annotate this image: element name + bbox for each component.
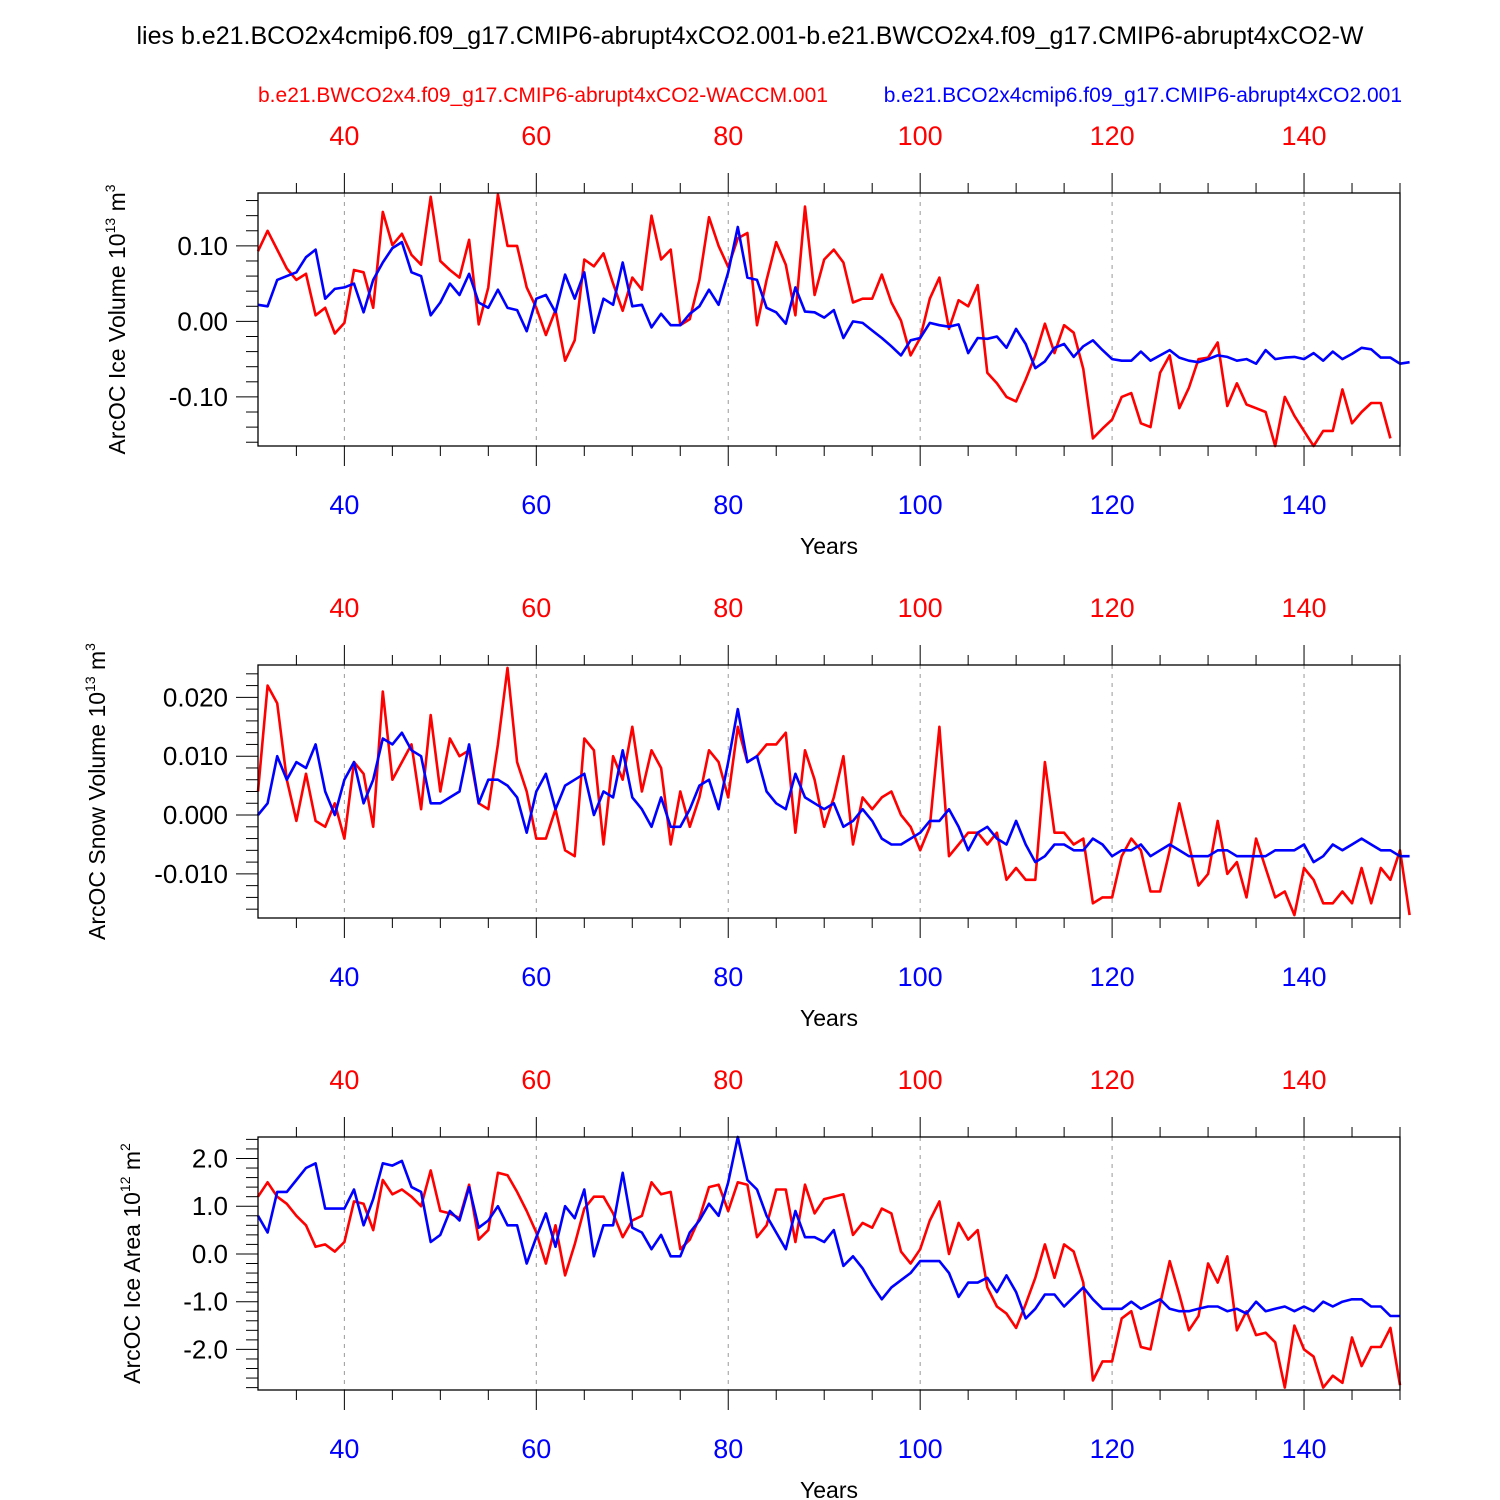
x-tick-label-top: 140 bbox=[1282, 1065, 1327, 1095]
series-line bbox=[256, 193, 1392, 448]
y-tick-label: -0.10 bbox=[169, 382, 228, 412]
series-line bbox=[257, 225, 1410, 370]
ice-volume-panel: -0.10 0.00 0.10 40 40 60 60 80 80 100 100 120 120 140… bbox=[102, 121, 1410, 559]
series-line bbox=[256, 1169, 1402, 1389]
x-tick-label-bottom: 120 bbox=[1090, 962, 1135, 992]
x-tick-label-top: 40 bbox=[329, 1065, 359, 1095]
x-tick-label-top: 140 bbox=[1282, 593, 1327, 623]
snow-volume-panel: -0.010 0.000 0.010 0.020 40 40 60 60 80 80 100 100 1… bbox=[82, 593, 1411, 1031]
y-tick-label: -2.0 bbox=[183, 1334, 228, 1364]
y-tick-label: -1.0 bbox=[183, 1287, 228, 1317]
x-tick-label-top: 140 bbox=[1282, 121, 1327, 151]
x-tick-label-bottom: 80 bbox=[713, 1434, 743, 1464]
x-tick-label-bottom: 100 bbox=[898, 490, 943, 520]
x-tick-label-top: 40 bbox=[329, 121, 359, 151]
x-tick-label-bottom: 60 bbox=[521, 962, 551, 992]
x-tick-label-bottom: 80 bbox=[713, 962, 743, 992]
x-tick-label-bottom: 140 bbox=[1282, 962, 1327, 992]
y-axis-title: ArcOC Snow Volume 1013 m3 bbox=[82, 643, 110, 940]
series-line bbox=[256, 1135, 1400, 1320]
plot-frame bbox=[257, 192, 1401, 447]
x-tick-label-bottom: 120 bbox=[1090, 490, 1135, 520]
x-tick-label-bottom: 80 bbox=[713, 490, 743, 520]
x-tick-label-bottom: 40 bbox=[329, 490, 359, 520]
x-tick-label-top: 80 bbox=[713, 1065, 743, 1095]
x-tick-label-top: 120 bbox=[1090, 593, 1135, 623]
figure-title: lies b.e21.BCO2x4cmip6.f09_g17.CMIP6-abr… bbox=[137, 22, 1364, 50]
x-tick-label-top: 120 bbox=[1090, 1065, 1135, 1095]
x-tick-label-top: 80 bbox=[713, 121, 743, 151]
legend-blue-run: b.e21.BCO2x4cmip6.f09_g17.CMIP6-abrupt4x… bbox=[884, 84, 1402, 107]
y-tick-label: 2.0 bbox=[192, 1143, 228, 1173]
legend-red-run: b.e21.BWCO2x4.f09_g17.CMIP6-abrupt4xCO2-… bbox=[258, 84, 828, 107]
y-tick-label: 0.00 bbox=[177, 306, 228, 336]
y-tick-label: -0.010 bbox=[154, 859, 228, 889]
x-tick-label-top: 60 bbox=[521, 593, 551, 623]
x-tick-label-top: 60 bbox=[521, 121, 551, 151]
x-tick-label-top: 100 bbox=[898, 1065, 943, 1095]
y-tick-label: 0.020 bbox=[163, 682, 228, 712]
y-tick-label: 0.010 bbox=[163, 741, 228, 771]
y-axis-title: ArcOC Ice Area 1012 m2 bbox=[117, 1143, 145, 1384]
x-tick-label-bottom: 40 bbox=[329, 1434, 359, 1464]
x-tick-label-top: 60 bbox=[521, 1065, 551, 1095]
x-tick-label-top: 120 bbox=[1090, 121, 1135, 151]
x-tick-label-bottom: 140 bbox=[1282, 490, 1327, 520]
x-tick-label-bottom: 60 bbox=[521, 1434, 551, 1464]
x-tick-label-bottom: 100 bbox=[898, 962, 943, 992]
x-tick-label-top: 100 bbox=[898, 121, 943, 151]
x-axis-title: Years bbox=[800, 1477, 858, 1500]
x-axis-title: Years bbox=[800, 1005, 858, 1031]
y-tick-label: 0.0 bbox=[192, 1239, 228, 1269]
x-tick-label-bottom: 140 bbox=[1282, 1434, 1327, 1464]
x-tick-label-top: 100 bbox=[898, 593, 943, 623]
y-tick-label: 1.0 bbox=[192, 1191, 228, 1221]
x-tick-label-top: 40 bbox=[329, 593, 359, 623]
y-axis-title: ArcOC Ice Volume 1013 m3 bbox=[102, 184, 130, 454]
y-tick-label: 0.000 bbox=[163, 800, 228, 830]
x-axis-title: Years bbox=[800, 533, 858, 559]
x-tick-label-bottom: 120 bbox=[1090, 1434, 1135, 1464]
series-line bbox=[256, 707, 1410, 864]
ice-area-panel: -2.0 -1.0 0.0 1.0 2.0 40 40 60 60 80 80 100 100 120 12… bbox=[117, 1065, 1402, 1500]
x-tick-label-top: 80 bbox=[713, 593, 743, 623]
x-tick-label-bottom: 60 bbox=[521, 490, 551, 520]
x-tick-label-bottom: 40 bbox=[329, 962, 359, 992]
series-line bbox=[256, 666, 1411, 917]
y-tick-label: 0.10 bbox=[177, 231, 228, 261]
x-tick-label-bottom: 100 bbox=[898, 1434, 943, 1464]
